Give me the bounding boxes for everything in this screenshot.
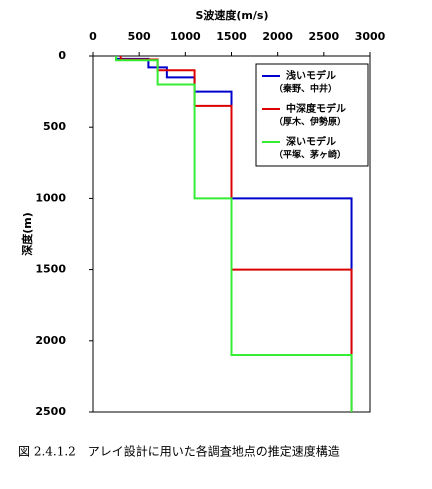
legend-note: （秦野、中井） (274, 83, 337, 95)
y-tick-label: 1500 (35, 263, 66, 276)
series-line (115, 56, 353, 412)
y-tick-label: 2500 (35, 405, 66, 418)
x-tick-label: 2500 (309, 30, 340, 43)
caption: 図 2.4.1.2 アレイ設計に用いた各調査地点の推定速度構造 (18, 444, 340, 459)
x-tick-label: 3000 (355, 30, 386, 43)
legend-label: 中深度モデル (286, 102, 346, 115)
y-tick-label: 500 (43, 120, 66, 133)
x-tick-label: 500 (128, 30, 151, 43)
y-tick-label: 2000 (35, 334, 66, 347)
x-tick-label: 0 (89, 30, 97, 43)
y-axis-label: 深度(m) (20, 212, 34, 256)
y-tick-label: 1000 (35, 191, 66, 204)
legend-note: （厚木、伊勢原） (274, 116, 346, 128)
legend-box (255, 63, 369, 167)
y-tick-label: 0 (58, 49, 66, 62)
x-tick-label: 1500 (216, 30, 247, 43)
legend-label: 浅いモデル (286, 69, 336, 82)
x-tick-label: 1000 (170, 30, 201, 43)
legend-label: 深いモデル (286, 135, 336, 148)
chart-title: S波速度(m/s) (195, 8, 268, 22)
x-tick-label: 2000 (262, 30, 293, 43)
legend-note: （平塚、茅ヶ崎） (274, 149, 346, 161)
